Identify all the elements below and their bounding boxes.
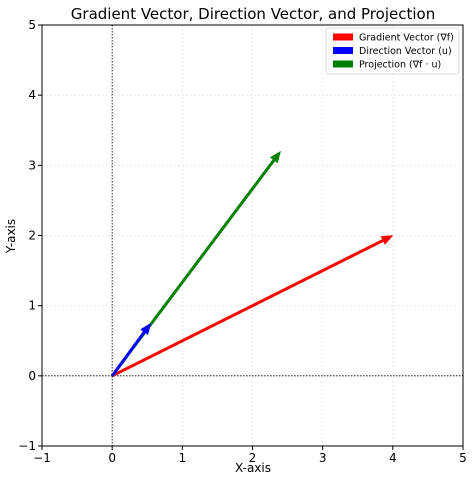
legend-label: Direction Vector (u) [359,46,452,57]
x-tick-label: −1 [33,451,51,465]
x-tick-label: 0 [108,451,116,465]
y-tick-label: 0 [28,369,36,383]
legend-swatch [333,47,353,54]
y-tick-label: 3 [28,158,36,172]
vector-1 [110,322,152,377]
y-tick-label: 4 [28,88,36,102]
vector-arrowhead [380,235,394,245]
chart-title: Gradient Vector, Direction Vector, and P… [71,5,435,23]
x-axis-label: X-axis [235,461,271,475]
vectors [110,150,394,378]
y-tick-label: 5 [28,18,36,32]
x-tick-label: 1 [179,451,187,465]
ticks: −1 0 1 2 3 4 5 −1 0 1 2 3 4 5 [18,18,467,465]
x-tick-label: 2 [249,451,257,465]
legend: Gradient Vector (∇f) Direction Vector (u)… [325,27,460,75]
vector-arrowhead [269,150,281,164]
legend-label: Gradient Vector (∇f) [359,33,454,44]
vector-arrowhead [140,322,152,336]
y-tick-label: 2 [28,229,36,243]
x-tick-label: 5 [459,451,467,465]
legend-label: Projection (∇f · u) [359,60,441,71]
vector-shaft [111,239,384,378]
vector-shaft [110,331,146,377]
grid [42,25,463,446]
x-tick-label: 3 [319,451,327,465]
legend-box [325,27,460,75]
x-tick-label: 4 [389,451,397,465]
vector-0 [111,235,394,378]
legend-swatch [333,33,353,41]
y-tick-label: 1 [28,299,36,313]
y-tick-label: −1 [18,439,36,453]
y-axis-label: Y-axis [4,219,18,254]
legend-swatch [333,60,353,68]
